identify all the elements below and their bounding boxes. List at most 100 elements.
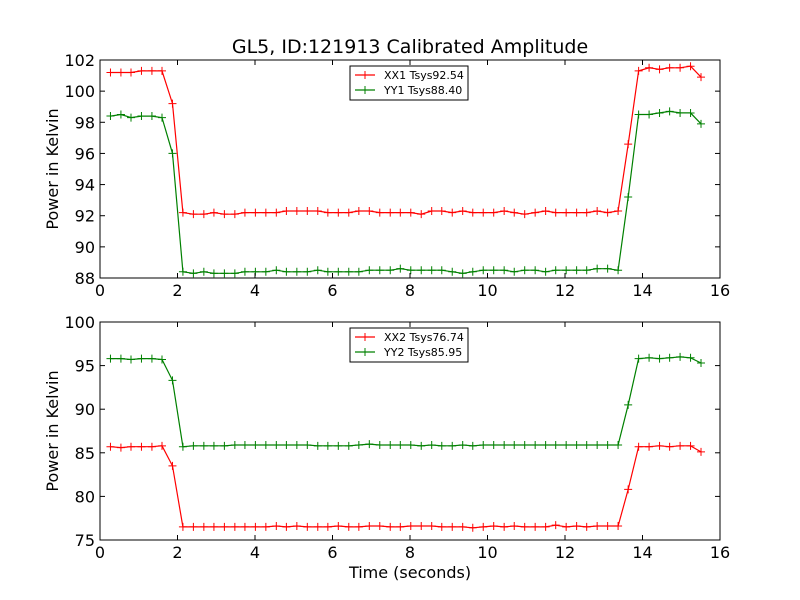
- x-tick-label: 0: [95, 543, 105, 562]
- data-point: [603, 208, 612, 217]
- data-point: [634, 442, 643, 451]
- data-point: [458, 522, 467, 531]
- data-point: [551, 440, 560, 449]
- data-point: [147, 354, 156, 363]
- data-point: [417, 522, 426, 531]
- data-point: [168, 376, 177, 385]
- data-point: [676, 441, 685, 450]
- data-point: [582, 208, 591, 217]
- data-point: [541, 522, 550, 531]
- data-point: [323, 267, 332, 276]
- data-point: [106, 68, 115, 77]
- data-point: [158, 113, 166, 122]
- y-tick-label: 85: [75, 444, 95, 463]
- data-point: [365, 266, 374, 275]
- data-point: [582, 522, 591, 531]
- data-point: [655, 108, 664, 117]
- data-point: [458, 269, 467, 278]
- data-point: [116, 443, 125, 452]
- data-point: [158, 355, 166, 364]
- data-point: [137, 354, 146, 363]
- data-point: [292, 522, 301, 531]
- data-point: [168, 149, 177, 158]
- data-point: [209, 208, 218, 217]
- plot-top: GL5, ID:121913 Calibrated Amplitude 0 2 4 6…: [43, 36, 730, 300]
- data-point: [334, 208, 343, 217]
- y-axis-label-top: Power in Kelvin: [43, 108, 62, 229]
- data-point: [137, 112, 146, 121]
- legend-entry-label: XX2 Tsys76.74: [384, 331, 464, 344]
- data-point: [282, 267, 291, 276]
- data-point: [334, 267, 343, 276]
- data-point: [448, 267, 457, 276]
- data-point: [520, 210, 529, 219]
- data-point: [230, 210, 239, 219]
- data-point: [468, 267, 477, 276]
- data-point: [531, 208, 540, 217]
- data-point: [437, 266, 446, 275]
- data-point: [209, 441, 218, 450]
- data-point: [697, 447, 706, 456]
- axes-frame-top: [99, 59, 721, 279]
- data-point: [551, 208, 560, 217]
- y-tick-label: 95: [75, 357, 95, 376]
- data-point: [251, 440, 260, 449]
- data-point: [209, 522, 218, 531]
- data-point: [220, 522, 229, 531]
- data-point: [292, 440, 301, 449]
- x-tick-label: 4: [250, 543, 260, 562]
- data-point: [676, 63, 685, 72]
- x-tick-label: 0: [95, 281, 105, 300]
- y-tick-label: 90: [75, 238, 95, 257]
- data-point: [489, 440, 498, 449]
- data-point: [240, 440, 249, 449]
- data-point: [354, 207, 363, 216]
- data-point: [572, 522, 581, 531]
- data-point: [582, 440, 591, 449]
- data-point: [572, 440, 581, 449]
- data-point: [240, 208, 249, 217]
- data-point: [686, 62, 695, 71]
- data-point: [137, 66, 146, 75]
- data-point: [251, 208, 260, 217]
- data-point: [697, 73, 706, 82]
- data-point: [520, 440, 529, 449]
- plot-bottom: 0 2 4 6 8 10 12 14 16 75 80 85 90 95 100 Power in Kelv…: [43, 313, 730, 582]
- data-point: [396, 264, 405, 273]
- data-point: [665, 107, 674, 116]
- data-point: [313, 207, 322, 216]
- data-point: [468, 523, 477, 532]
- series-layer-top: [106, 62, 706, 278]
- legend-swatch-marker: [361, 348, 369, 356]
- x-tick-label: 8: [405, 281, 415, 300]
- x-tick-label: 6: [327, 543, 337, 562]
- data-point: [178, 522, 187, 531]
- data-point: [365, 522, 374, 531]
- data-point: [313, 441, 322, 450]
- data-point: [500, 440, 509, 449]
- data-point: [531, 440, 540, 449]
- data-point: [334, 522, 343, 531]
- legend-bottom: XX2 Tsys76.74 YY2 Tsys85.95: [349, 327, 469, 363]
- chart-title: GL5, ID:121913 Calibrated Amplitude: [232, 36, 588, 58]
- data-point: [127, 442, 135, 451]
- x-tick-label: 6: [327, 281, 337, 300]
- ticks-bottom: 0 2 4 6 8 10 12 14 16 75 80 85 90 95 100: [64, 313, 730, 562]
- data-point: [220, 210, 229, 219]
- data-point: [468, 208, 477, 217]
- data-point: [272, 522, 281, 531]
- data-point: [406, 440, 415, 449]
- data-point: [272, 208, 281, 217]
- data-point: [541, 440, 550, 449]
- data-point: [510, 267, 519, 276]
- series-line-2: [110, 356, 702, 448]
- y-tick-label: 100: [64, 82, 95, 101]
- data-point: [386, 208, 395, 217]
- x-tick-label: 10: [477, 281, 497, 300]
- ticks-top: 0 2 4 6 8 10 12 14 16 88 90 92 94 96 98 100 102: [64, 51, 730, 300]
- data-point: [354, 440, 363, 449]
- data-point: [572, 266, 581, 275]
- data-point: [292, 267, 301, 276]
- legend-entry-label: YY2 Tsys85.95: [383, 346, 462, 359]
- data-point: [240, 522, 249, 531]
